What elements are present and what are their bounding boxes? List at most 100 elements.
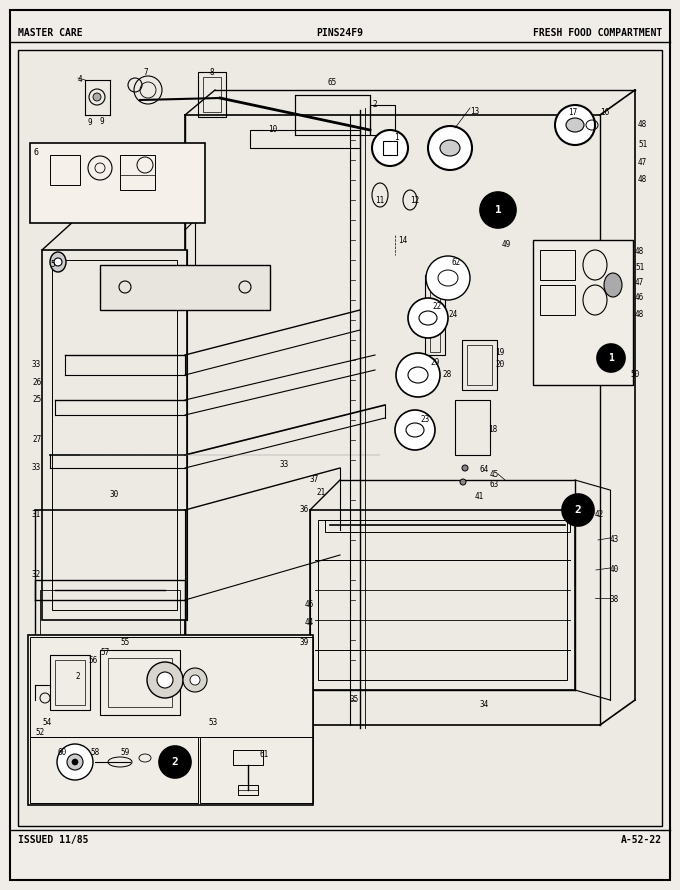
Text: 52: 52 xyxy=(35,728,44,737)
Text: 9: 9 xyxy=(100,117,105,126)
Text: FRESH FOOD COMPARTMENT: FRESH FOOD COMPARTMENT xyxy=(532,28,662,38)
Text: 5: 5 xyxy=(50,260,54,269)
Text: 41: 41 xyxy=(475,492,484,501)
Text: 53: 53 xyxy=(208,718,217,727)
Text: 10: 10 xyxy=(268,125,277,134)
Circle shape xyxy=(157,672,173,688)
Text: 1: 1 xyxy=(608,353,614,363)
Bar xyxy=(238,785,258,795)
Text: 48: 48 xyxy=(635,247,644,256)
Circle shape xyxy=(147,662,183,698)
Text: 30: 30 xyxy=(110,490,119,499)
Text: 1: 1 xyxy=(494,205,501,215)
Bar xyxy=(198,72,226,117)
Text: 2: 2 xyxy=(75,672,80,681)
Text: 48: 48 xyxy=(635,310,644,319)
Text: 61: 61 xyxy=(260,750,269,759)
Circle shape xyxy=(562,494,594,526)
Text: 4: 4 xyxy=(78,75,83,84)
Text: 49: 49 xyxy=(502,240,511,249)
Bar xyxy=(455,400,490,455)
Bar xyxy=(203,77,221,112)
Text: 24: 24 xyxy=(448,310,457,319)
Text: 54: 54 xyxy=(42,718,51,727)
Text: 36: 36 xyxy=(300,505,309,514)
Bar xyxy=(30,737,198,803)
Bar xyxy=(383,141,397,155)
Text: 45: 45 xyxy=(490,470,499,479)
Text: 51: 51 xyxy=(638,140,647,149)
Bar xyxy=(295,95,370,135)
Text: 17: 17 xyxy=(568,108,577,117)
Text: 26: 26 xyxy=(32,378,41,387)
Text: 57: 57 xyxy=(100,648,109,657)
Circle shape xyxy=(460,479,466,485)
Text: 6: 6 xyxy=(33,148,38,157)
Text: 29: 29 xyxy=(430,358,439,367)
Circle shape xyxy=(555,105,595,145)
Circle shape xyxy=(67,754,83,770)
Circle shape xyxy=(72,759,78,765)
Text: 27: 27 xyxy=(32,435,41,444)
Text: 47: 47 xyxy=(635,278,644,287)
Circle shape xyxy=(428,126,472,170)
Text: 63: 63 xyxy=(490,480,499,489)
Bar xyxy=(120,155,155,190)
Text: 62: 62 xyxy=(452,258,461,267)
Text: 2: 2 xyxy=(575,505,581,515)
Bar xyxy=(462,340,497,390)
Text: 35: 35 xyxy=(350,695,359,704)
Bar xyxy=(318,520,567,680)
Bar xyxy=(540,285,575,315)
Bar xyxy=(35,580,185,670)
Bar xyxy=(370,105,395,135)
Circle shape xyxy=(408,298,448,338)
Text: 60: 60 xyxy=(57,748,66,757)
Text: 13: 13 xyxy=(470,107,479,116)
Text: 46: 46 xyxy=(635,293,644,302)
Bar xyxy=(325,520,570,532)
Bar xyxy=(533,240,633,385)
Bar xyxy=(425,275,445,355)
Bar xyxy=(52,260,177,610)
Text: 33: 33 xyxy=(280,460,289,469)
Bar xyxy=(50,155,80,185)
Bar xyxy=(467,345,492,385)
Bar xyxy=(310,510,575,690)
Text: 14: 14 xyxy=(398,236,407,245)
Circle shape xyxy=(159,746,191,778)
Bar xyxy=(55,660,85,705)
Text: 56: 56 xyxy=(88,656,97,665)
Bar xyxy=(42,250,187,620)
Text: MASTER CARE: MASTER CARE xyxy=(18,28,83,38)
Text: 19: 19 xyxy=(495,348,505,357)
Text: 48: 48 xyxy=(638,175,647,184)
Circle shape xyxy=(597,344,625,372)
Text: 28: 28 xyxy=(442,370,452,379)
Bar xyxy=(30,637,313,737)
Circle shape xyxy=(93,93,101,101)
Bar xyxy=(50,655,90,710)
Bar xyxy=(100,650,180,715)
Text: 12: 12 xyxy=(410,196,420,205)
Text: 40: 40 xyxy=(610,565,619,574)
Text: 16: 16 xyxy=(600,108,609,117)
Text: 31: 31 xyxy=(32,510,41,519)
Circle shape xyxy=(396,353,440,397)
Bar xyxy=(100,265,270,310)
Circle shape xyxy=(372,130,408,166)
Text: 59: 59 xyxy=(120,748,129,757)
Text: 18: 18 xyxy=(488,425,497,434)
Ellipse shape xyxy=(604,273,622,297)
Text: 7: 7 xyxy=(143,68,148,77)
Text: 1: 1 xyxy=(394,133,398,142)
Text: 32: 32 xyxy=(32,570,41,579)
Circle shape xyxy=(462,465,468,471)
Text: 37: 37 xyxy=(310,475,319,484)
Bar xyxy=(200,737,313,803)
Text: 11: 11 xyxy=(375,196,384,205)
Text: PINS24F9: PINS24F9 xyxy=(316,28,364,38)
Text: 58: 58 xyxy=(90,748,99,757)
Text: 33: 33 xyxy=(32,360,41,369)
Circle shape xyxy=(57,744,93,780)
